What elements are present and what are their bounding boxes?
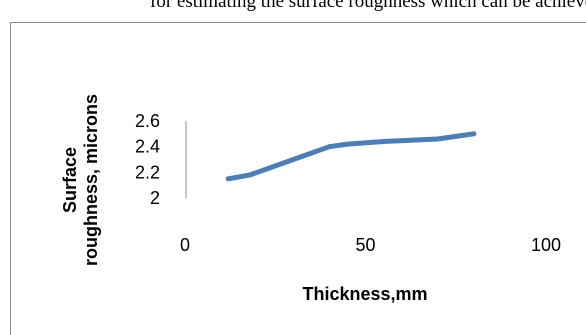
y-tick-labels: 2 2.2 2.4 2.6: [135, 111, 160, 208]
y-axis-title-line-2: roughness, microns: [81, 94, 101, 266]
chart-frame: [10, 22, 586, 335]
y-tick-label: 2.4: [135, 137, 160, 157]
x-tick-label: 100: [531, 235, 561, 255]
x-axis-title: Thickness,mm: [302, 284, 427, 304]
series-points: [225, 131, 477, 182]
data-point: [471, 131, 477, 137]
data-point: [326, 144, 332, 150]
y-tick-label: 2.6: [135, 111, 160, 131]
data-point: [381, 139, 387, 145]
data-point: [344, 141, 350, 147]
y-tick-label: 2: [150, 188, 160, 208]
data-point: [453, 133, 459, 139]
y-tick-label: 2.2: [135, 162, 160, 182]
document-text-line: for estimating the surface roughness whi…: [150, 0, 586, 12]
y-axis-title: Surface roughness, microns: [60, 94, 101, 266]
data-point: [225, 176, 231, 182]
y-axis-title-line-1: Surface: [60, 147, 80, 213]
data-point: [290, 157, 296, 162]
x-tick-label: 0: [180, 235, 190, 255]
data-point: [247, 172, 253, 178]
x-tick-label: 50: [355, 235, 375, 255]
data-point: [435, 136, 441, 142]
x-tick-labels: 0 50 100: [180, 235, 561, 255]
